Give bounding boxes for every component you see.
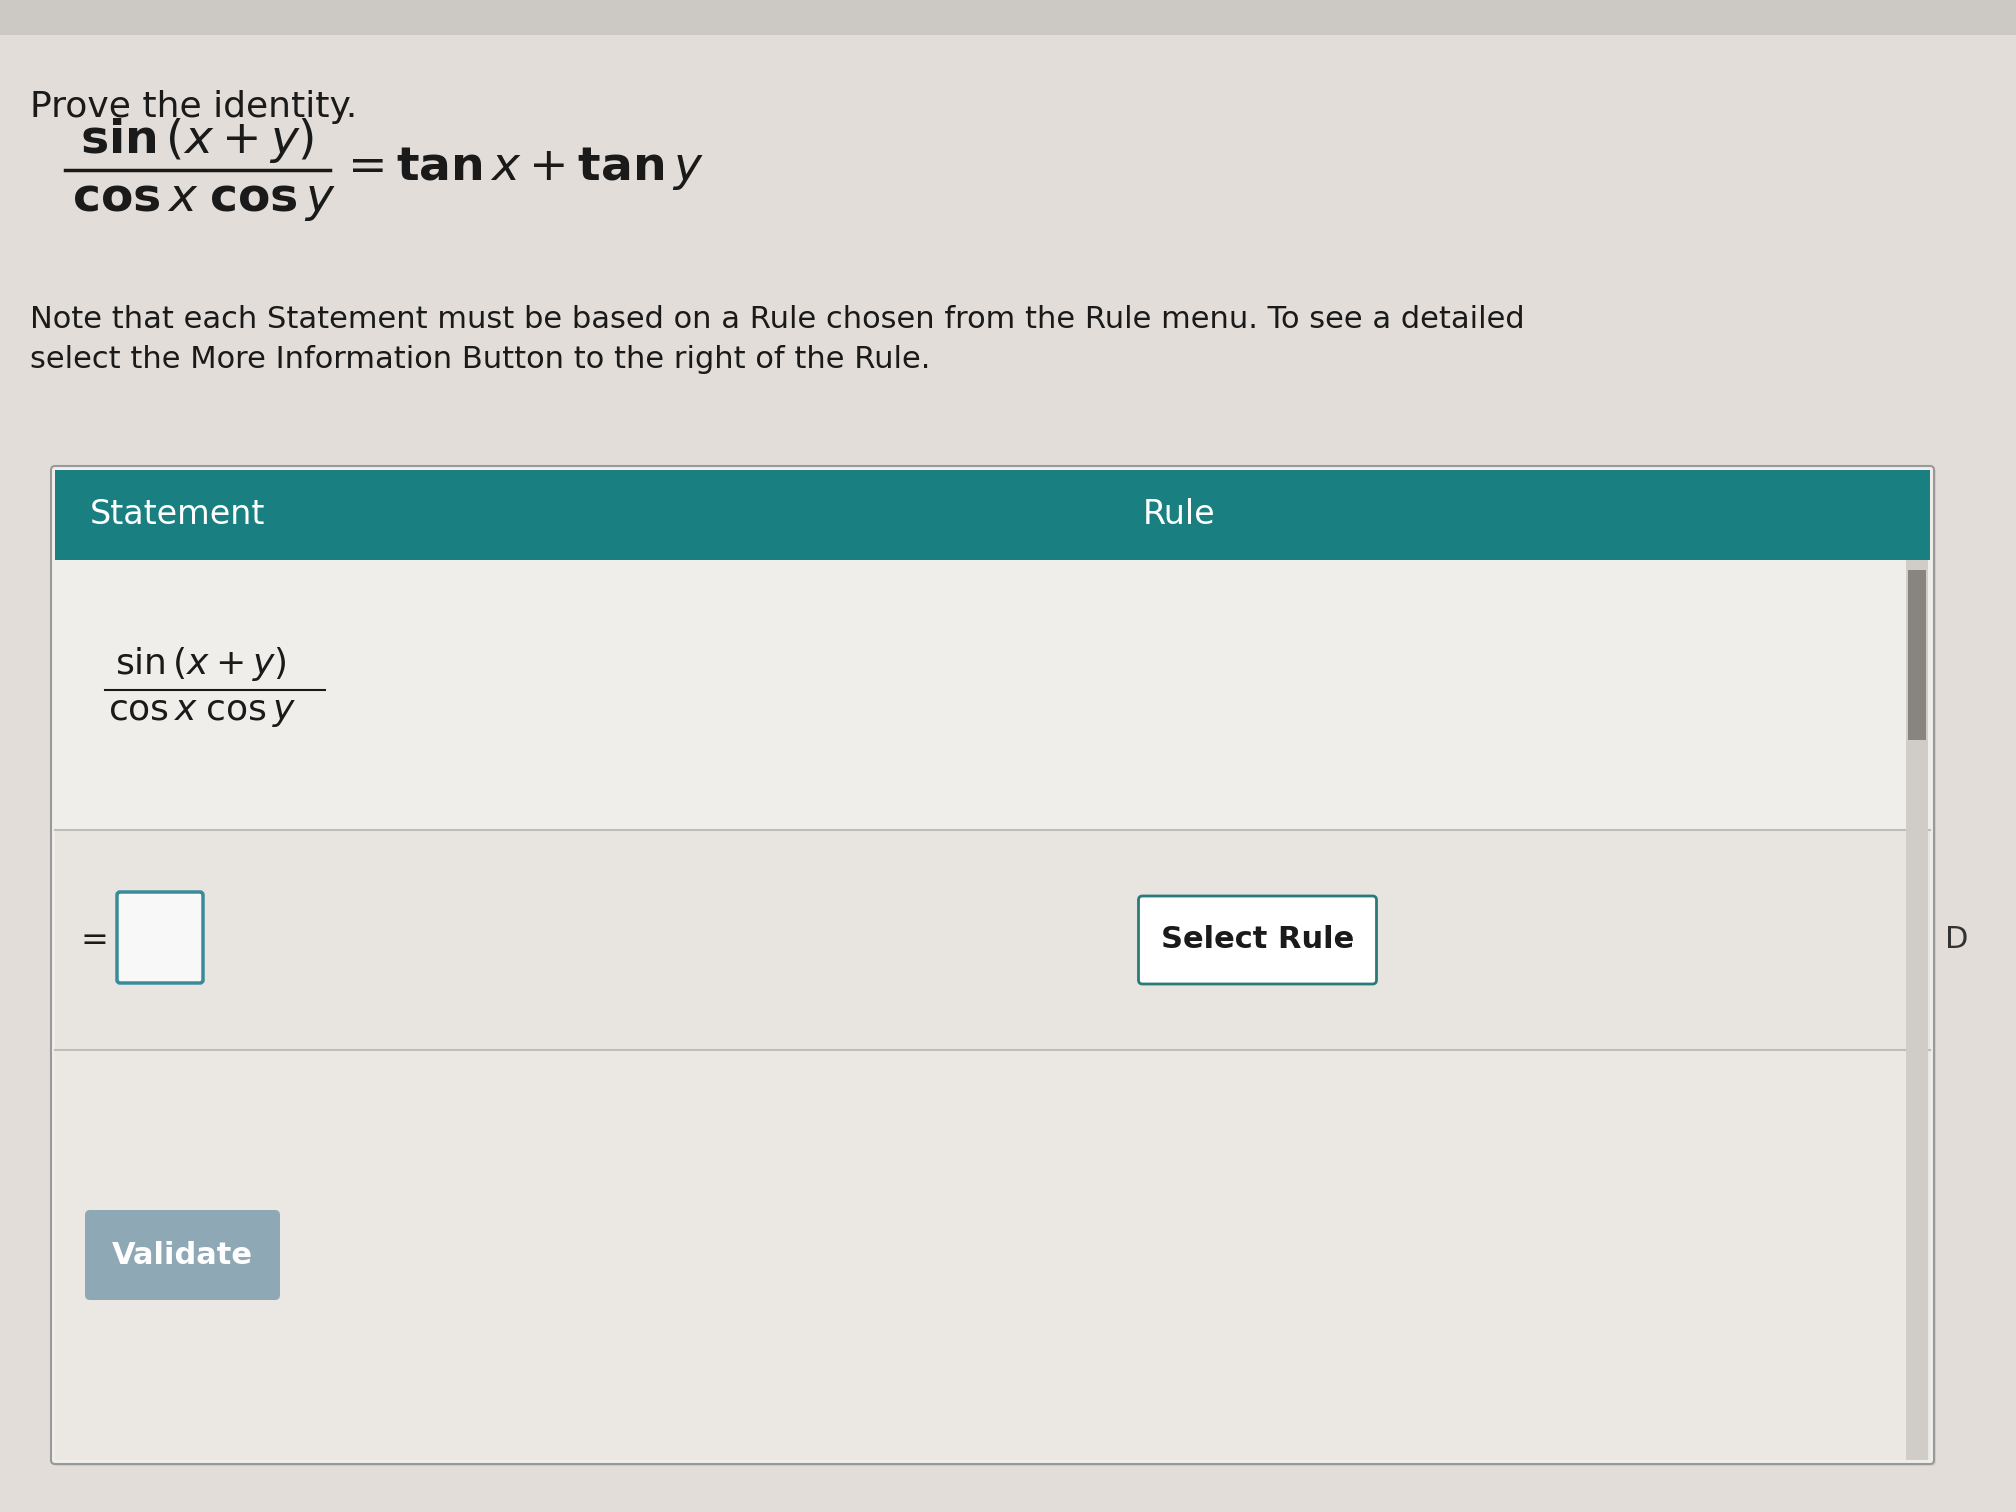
FancyBboxPatch shape xyxy=(1139,897,1377,984)
Bar xyxy=(1905,559,1927,1461)
Text: D: D xyxy=(1945,925,1968,954)
FancyBboxPatch shape xyxy=(50,466,1933,1464)
Text: $= \mathbf{tan}\,x + \mathbf{tan}\,y$: $= \mathbf{tan}\,x + \mathbf{tan}\,y$ xyxy=(339,145,704,192)
Text: =: = xyxy=(81,924,109,957)
Bar xyxy=(54,470,1929,559)
Bar xyxy=(54,830,1929,1049)
Text: Validate: Validate xyxy=(113,1240,252,1270)
Text: Statement: Statement xyxy=(91,499,266,532)
Bar xyxy=(54,559,1929,830)
FancyBboxPatch shape xyxy=(52,469,1935,1467)
FancyBboxPatch shape xyxy=(117,892,204,983)
Text: $\mathbf{cos}\,x\;\mathbf{cos}\,y$: $\mathbf{cos}\,x\;\mathbf{cos}\,y$ xyxy=(73,178,337,222)
FancyBboxPatch shape xyxy=(85,1210,280,1300)
Text: $\mathrm{cos}\,x\;\mathrm{cos}\,y$: $\mathrm{cos}\,x\;\mathrm{cos}\,y$ xyxy=(109,696,296,729)
Text: $\mathbf{sin}\,(x+y)$: $\mathbf{sin}\,(x+y)$ xyxy=(81,116,314,165)
Bar xyxy=(54,1049,1929,1461)
Text: Rule: Rule xyxy=(1143,499,1216,532)
Text: select the More Information Button to the right of the Rule.: select the More Information Button to th… xyxy=(30,345,929,373)
Bar xyxy=(1907,570,1925,739)
Bar xyxy=(0,0,2016,35)
Text: $\mathrm{sin}\,(x + y)$: $\mathrm{sin}\,(x + y)$ xyxy=(115,646,286,683)
Text: Select Rule: Select Rule xyxy=(1161,925,1355,954)
Text: Prove the identity.: Prove the identity. xyxy=(30,91,357,124)
Text: Note that each Statement must be based on a Rule chosen from the Rule menu. To s: Note that each Statement must be based o… xyxy=(30,305,1524,334)
